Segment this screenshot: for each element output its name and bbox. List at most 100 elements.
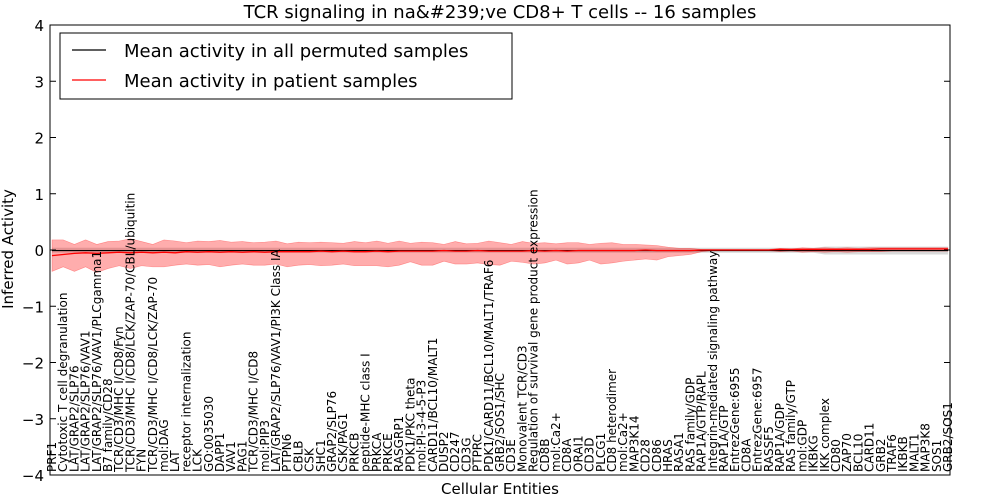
x-category-label: RASSF5 [762, 426, 776, 472]
x-category-label: PLCG1 [594, 433, 608, 472]
x-category-label: DAPP1 [213, 433, 227, 472]
x-category-label: TRAF6 [885, 434, 899, 473]
x-category-label: CD28 [639, 439, 653, 472]
x-category-label: CD8A [560, 438, 574, 472]
x-category-label: RAP1A/GTP [717, 405, 731, 472]
y-tick-label: 2 [34, 130, 44, 148]
x-category-label: CD3E [504, 439, 518, 472]
x-category-label: mol:GDP [795, 420, 809, 472]
x-category-label: CD80 [829, 439, 843, 472]
y-axis-label: Inferred Activity [0, 189, 17, 309]
y-tick-label: 4 [34, 17, 44, 35]
x-category-label: CD86 [650, 439, 664, 472]
x-category-label: VAV1 [224, 441, 238, 472]
x-category-label: LAT/GRAP2/SLP76/VAV1/PLCgamma1 [90, 251, 104, 472]
x-category-label: PDK1/CARD11/BCL10/MALT1/TRAF6 [482, 260, 496, 472]
x-category-label: PAG1 [235, 441, 249, 472]
x-category-label: LCK [191, 448, 205, 472]
x-category-label: mol:Ca2+ [549, 412, 563, 472]
x-category-label: mol:DAG [157, 419, 171, 472]
y-tick-label: −3 [22, 411, 44, 429]
x-category-label: B7 family/CD28 [101, 378, 115, 472]
x-category-label: CD247 [448, 431, 462, 472]
x-category-label: SHC1 [314, 439, 328, 472]
legend-box [59, 32, 513, 100]
x-category-label: DUSP2 [437, 431, 451, 472]
x-category-label: BCL10 [851, 434, 865, 472]
x-category-label: ORAI1 [571, 435, 585, 472]
x-category-label: MAP3K14 [627, 415, 641, 472]
patient-mean-line [51, 248, 948, 257]
x-category-label: PDK1/PKC theta [403, 378, 417, 472]
x-category-label: EntrezGene:6957 [751, 368, 765, 473]
x-category-label: PRKCA [370, 432, 384, 472]
x-category-label: Monovalent TCR/CD3 [515, 345, 529, 472]
x-category-label: EntrezGene:6955 [728, 368, 742, 473]
x-category-label: RAS family/GDP [683, 378, 697, 472]
x-category-label: RASA1 [672, 432, 686, 472]
x-category-label: IKK complex [818, 398, 832, 472]
patient-range-band [51, 238, 949, 273]
x-category-label: peptide-MHC class I [359, 353, 373, 472]
x-category-label: CSK/PAG1 [336, 413, 350, 472]
x-category-label: CD3D [583, 438, 597, 473]
x-category-label: TCR/CD3/MHC I/CD8/LCK/ZAP-70 [146, 277, 160, 473]
x-category-label: CARD11/BCL10/MALT1 [426, 338, 440, 472]
x-category-label: Cytotoxic T cell degranulation [56, 293, 70, 472]
x-category-label: CARD11 [863, 423, 877, 472]
x-category-label: GO:0035030 [202, 396, 216, 472]
x-category-label: TCR/CD3/MHC I/CD8/Fyn [112, 326, 126, 473]
x-category-label: PRF1 [45, 442, 59, 472]
y-tick-label: −2 [22, 355, 44, 373]
x-category-label: RAP1A/GDP [773, 403, 787, 472]
x-category-label: TCR/CD3/MHC I/CD8/LCK/ZAP-70/CBL/ubiquit… [123, 193, 137, 473]
x-category-label: CBLB [291, 440, 305, 472]
x-category-label: mol:PI-3-4-5-P3 [415, 380, 429, 472]
y-tick-label: 0 [34, 242, 44, 260]
x-category-label: receptor internalization [179, 332, 193, 472]
x-category-label: CD3G [459, 437, 473, 472]
x-category-label: LAT/GRAP2/SLP76 [67, 365, 81, 472]
x-category-label: RASGRP1 [392, 416, 406, 472]
x-axis-label: Cellular Entities [441, 480, 559, 498]
x-category-label: PTPRC [471, 434, 485, 472]
x-category-label: CD8B [538, 439, 552, 473]
x-category-label: IKBKG [807, 435, 821, 472]
x-category-label: PRKCB [347, 433, 361, 472]
x-category-label: Regulation of survival gene product expr… [527, 189, 541, 472]
x-category-label: RAS family/GTP [784, 380, 798, 472]
x-category-label: LAT/GRAP2/SLP76/VAV1 [79, 331, 93, 472]
line-layer [51, 248, 948, 257]
x-category-label: PRKCE [381, 433, 395, 472]
y-tick-label: −4 [22, 467, 44, 485]
x-category-label: GRAP2/SLP76 [325, 391, 339, 472]
y-tick-label: −1 [22, 298, 44, 316]
x-category-label: HRAS [661, 439, 675, 472]
plot-frame [49, 24, 951, 476]
x-category-label: CD8A [739, 438, 753, 472]
x-category-label: SOS1 [930, 440, 944, 472]
x-category-label: FYN [135, 449, 149, 472]
x-category-label: RAP1A/GTP/RAPL [695, 371, 709, 472]
x-category-label: GRB2/SOS1/SHC [493, 373, 507, 472]
x-category-label: CSK [303, 447, 317, 472]
x-category-label: mol:Ca2+ [616, 412, 630, 472]
legend: Mean activity in all permuted samples Me… [59, 32, 513, 100]
chart-title: TCR signaling in na&#239;ve CD8+ T cells… [243, 2, 757, 23]
x-category-label: GRB2/SOS1 [941, 402, 955, 472]
x-category-label: LAT/GRAP2/SLP76/VAV1/PI3K Class IA [269, 248, 283, 472]
y-tick-label: 1 [34, 186, 44, 204]
y-tick-label: 3 [34, 73, 44, 91]
x-category-label: ZAP70 [840, 433, 854, 472]
x-category-label: MAP3K8 [919, 423, 933, 472]
x-category-label: Integrin-mediated signaling pathway [706, 251, 720, 472]
patient-band-layer [51, 238, 949, 273]
x-category-label: CD8 heterodimer [605, 369, 619, 472]
x-category-label: LAT [168, 450, 182, 472]
legend-permuted-label: Mean activity in all permuted samples [124, 41, 468, 62]
x-category-label: PTPN6 [280, 434, 294, 472]
x-category-label: MALT1 [907, 433, 921, 472]
x-category-label: TCR/CD3/MHC I/CD8 [247, 351, 261, 473]
